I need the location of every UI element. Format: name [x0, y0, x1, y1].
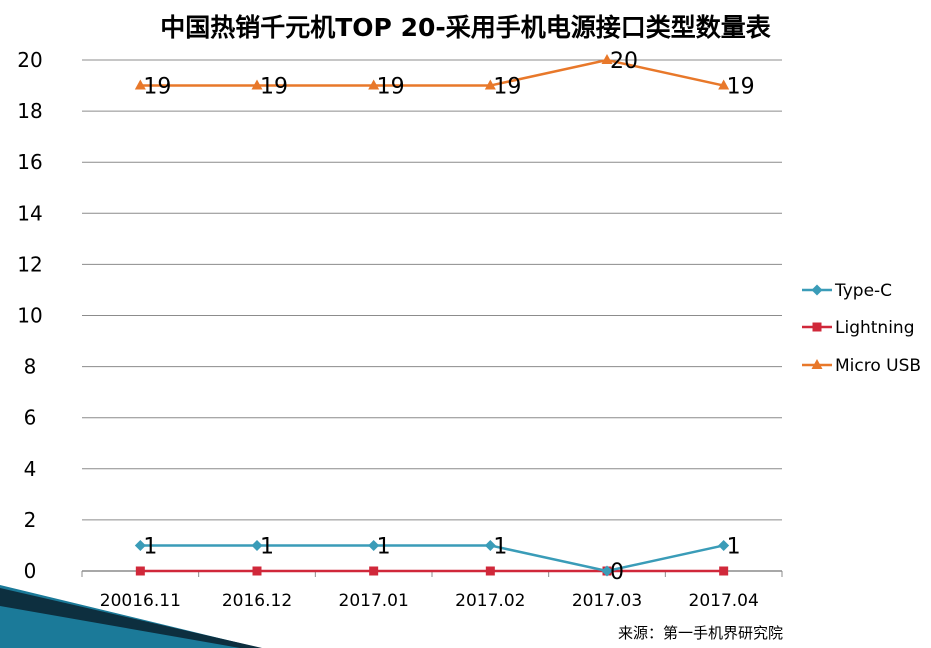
chart-series [134, 54, 730, 577]
data-label-micro-usb: 19 [377, 75, 405, 100]
point-micro-usb [134, 79, 146, 90]
x-tick-label: 2017.04 [689, 591, 759, 611]
legend: Type-C Lightning Micro USB [802, 281, 921, 376]
data-label-type-c: 1 [493, 534, 507, 559]
y-tick-label: 18 [17, 99, 42, 123]
legend-label-micro-usb: Micro USB [835, 356, 921, 376]
x-axis: 20016.11 2016.12 2017.01 2017.02 2017.03 2017… [81, 570, 783, 611]
point-micro-usb [251, 79, 263, 90]
y-tick-label: 2 [24, 508, 37, 532]
y-tick-label: 12 [17, 252, 42, 276]
point-lightning [135, 566, 145, 576]
point-type-c [484, 539, 496, 551]
point-type-c [134, 539, 146, 551]
point-lightning [252, 566, 262, 576]
x-tick-label: 2017.02 [455, 591, 525, 611]
corner-decoration [0, 585, 262, 648]
gridlines [82, 59, 782, 572]
x-tick-label: 20016.11 [100, 591, 181, 611]
y-tick-label: 6 [24, 406, 37, 430]
data-label-micro-usb: 19 [493, 75, 521, 100]
y-tick-label: 8 [24, 355, 37, 379]
data-label-type-c: 1 [143, 534, 157, 559]
legend-label-lightning: Lightning [835, 318, 915, 338]
point-micro-usb [484, 79, 496, 90]
point-type-c [601, 565, 613, 577]
x-tick-label: 2017.01 [339, 591, 409, 611]
source-note: 来源：第一手机界研究院 [617, 624, 783, 642]
chart-title: 中国热销千元机TOP 20-采用手机电源接口类型数量表 [160, 13, 771, 42]
data-labels: 1 1 1 1 0 1 19 19 19 19 20 19 [143, 49, 754, 585]
series-line-micro-usb [140, 58, 724, 87]
data-label-type-c: 1 [260, 534, 274, 559]
legend-label-type-c: Type-C [834, 281, 892, 301]
decor-swoosh-light [0, 585, 260, 648]
point-type-c [368, 539, 380, 551]
point-lightning [369, 566, 379, 576]
point-lightning [485, 566, 495, 576]
legend-marker-type-c [811, 284, 823, 296]
data-label-micro-usb: 20 [610, 49, 638, 74]
x-tick-label: 2017.03 [572, 591, 642, 611]
x-tick-label: 2016.12 [222, 591, 292, 611]
point-micro-usb [368, 79, 380, 90]
point-micro-usb [718, 79, 730, 90]
decor-swoosh-dark [0, 588, 262, 648]
point-type-c [718, 539, 730, 551]
point-micro-usb [601, 54, 613, 64]
y-tick-label: 10 [17, 304, 42, 328]
data-label-type-c: 1 [377, 534, 391, 559]
data-label-micro-usb: 19 [260, 75, 288, 100]
point-type-c [251, 539, 263, 551]
y-tick-label: 14 [17, 201, 42, 225]
data-label-type-c: 0 [610, 560, 624, 585]
data-label-type-c: 1 [727, 534, 741, 559]
y-tick-label: 4 [24, 457, 37, 481]
legend-marker-lightning [812, 322, 822, 332]
data-label-micro-usb: 19 [727, 75, 755, 100]
point-lightning [719, 566, 729, 576]
y-tick-label: 20 [17, 48, 42, 72]
legend-marker-micro-usb [811, 359, 823, 369]
y-tick-label: 0 [24, 559, 37, 583]
y-axis-ticks: 0 2 4 6 8 10 12 14 16 18 20 [17, 48, 42, 583]
data-label-micro-usb: 19 [143, 75, 171, 100]
series-line-type-c [140, 544, 724, 573]
y-tick-label: 16 [17, 150, 42, 174]
